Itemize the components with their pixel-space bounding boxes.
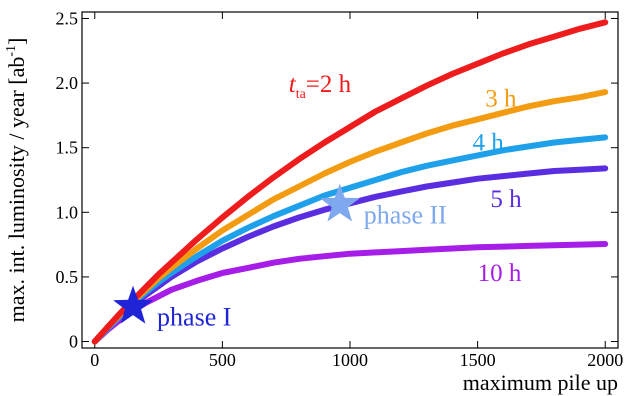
series-label: 4 h [473,129,505,156]
x-axis-label: maximum pile up [463,370,618,395]
y-tick-label: 0.5 [56,267,79,287]
star-marker [113,285,153,324]
y-axis-label-main: max. int. luminosity / year [ab [4,57,29,323]
series-label: 5 h [490,186,522,213]
annotation-label: phase II [364,201,447,230]
y-tick-label: 0 [69,332,78,352]
annotation-label: phase I [157,303,231,332]
x-tick-label: 0 [90,350,99,370]
y-tick-label: 1.0 [56,202,79,222]
y-tick-label: 1.5 [56,138,79,158]
star-marker [319,183,360,222]
series-line [91,19,609,345]
y-tick-label: 2.0 [56,73,79,93]
x-tick-label: 1000 [332,350,368,370]
y-axis-label-sup: -1 [4,45,19,57]
series-label: tta=2 h [289,71,352,102]
x-tick-label: 1500 [460,350,496,370]
series-label: 10 h [478,260,522,287]
y-axis-label: max. int. luminosity / year [ab-1] [4,38,29,323]
y-axis-label-close: ] [4,38,29,45]
y-tick-label: 2.5 [56,8,79,28]
x-tick-label: 2000 [587,350,623,370]
series-label: 3 h [485,85,517,112]
x-tick-label: 500 [209,350,236,370]
